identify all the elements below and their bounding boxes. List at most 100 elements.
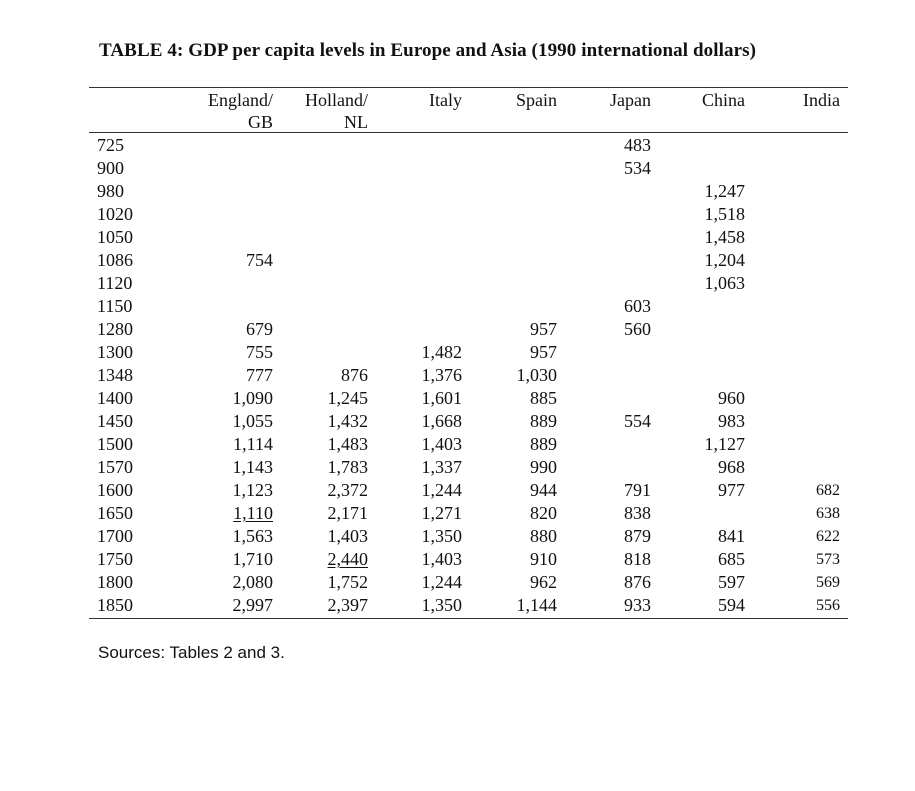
value-cell-china: 1,458	[704, 227, 746, 247]
year-cell: 1850	[97, 595, 133, 615]
value-cell-japan: 879	[624, 526, 651, 546]
table-row: 1086 754 1,204	[0, 249, 915, 272]
column-header-italy: Italy	[429, 89, 462, 111]
value-cell-india: 638	[816, 505, 840, 522]
value-cell-holland: 2,397	[327, 595, 369, 615]
year-cell: 1020	[97, 204, 133, 224]
bottom-rule	[89, 618, 848, 619]
value-cell-italy: 1,350	[421, 595, 463, 615]
value-cell-england: 1,090	[232, 388, 274, 408]
column-header-line2: NL	[344, 112, 368, 132]
year-cell: 1800	[97, 572, 133, 592]
table-row: 1050 1,458	[0, 226, 915, 249]
value-cell-japan: 554	[624, 411, 651, 431]
value-cell-japan: 818	[624, 549, 651, 569]
value-cell-italy: 1,244	[421, 480, 463, 500]
value-cell-spain: 990	[530, 457, 557, 477]
value-cell-china: 977	[718, 480, 745, 500]
value-cell-china: 1,518	[704, 204, 746, 224]
year-cell: 1570	[97, 457, 133, 477]
column-header-china: China	[702, 89, 745, 111]
value-cell-england: 1,055	[232, 411, 274, 431]
value-cell-england: 1,114	[233, 434, 273, 454]
table-row: 1400 1,090 1,245 1,601 885 960	[0, 387, 915, 410]
value-cell-england: 2,997	[232, 595, 274, 615]
value-cell-spain: 957	[530, 342, 557, 362]
value-cell-japan: 483	[624, 135, 651, 155]
value-cell-india: 622	[816, 528, 840, 545]
value-cell-japan: 560	[624, 319, 651, 339]
value-cell-china: 594	[718, 595, 745, 615]
year-cell: 1150	[97, 296, 133, 316]
year-cell: 1450	[97, 411, 133, 431]
value-cell-china: 1,247	[704, 181, 746, 201]
value-cell-holland: 876	[341, 365, 368, 385]
year-cell: 725	[97, 135, 124, 155]
table-row: 1500 1,114 1,483 1,403 889 1,127	[0, 433, 915, 456]
column-header-line1: Spain	[515, 90, 557, 110]
value-cell-italy: 1,403	[421, 549, 463, 569]
column-header-line1: Italy	[429, 90, 462, 110]
value-cell-italy: 1,668	[421, 411, 463, 431]
value-cell-japan: 534	[624, 158, 651, 178]
column-header-line1: Holland/	[305, 90, 368, 110]
column-header-line2: GB	[247, 112, 273, 132]
value-cell-italy: 1,601	[421, 388, 463, 408]
value-cell-italy: 1,244	[421, 572, 463, 592]
value-cell-japan: 876	[624, 572, 651, 592]
table-row: 1348 777 876 1,376 1,030	[0, 364, 915, 387]
table-title: TABLE 4: GDP per capita levels in Europe…	[99, 40, 757, 61]
table-row: 1700 1,563 1,403 1,350 880 879 841 622	[0, 525, 915, 548]
value-cell-england: 2,080	[232, 572, 274, 592]
table-row: 1650 1,110 2,171 1,271 820 838 638	[0, 502, 915, 525]
table-row: 1150 603	[0, 295, 915, 318]
table-row: 1020 1,518	[0, 203, 915, 226]
table-row: 1120 1,063	[0, 272, 915, 295]
value-cell-holland: 2,171	[327, 503, 369, 523]
table-row: 1570 1,143 1,783 1,337 990 968	[0, 456, 915, 479]
table-row: 1750 1,710 2,440 1,403 910 818 685 573	[0, 548, 915, 571]
table-row: 1600 1,123 2,372 1,244 944 791 977 682	[0, 479, 915, 502]
value-cell-india: 573	[816, 551, 840, 568]
value-cell-japan: 603	[624, 296, 651, 316]
value-cell-india: 682	[816, 482, 840, 499]
value-cell-italy: 1,376	[421, 365, 463, 385]
column-header-spain: Spain	[516, 89, 557, 111]
value-cell-spain: 1,030	[516, 365, 558, 385]
value-cell-spain: 820	[530, 503, 557, 523]
value-cell-holland: 2,440	[327, 549, 369, 569]
value-cell-italy: 1,337	[421, 457, 463, 477]
year-cell: 1086	[97, 250, 133, 270]
value-cell-england: 777	[246, 365, 273, 385]
table-row: 980 1,247	[0, 180, 915, 203]
value-cell-japan: 791	[624, 480, 651, 500]
value-cell-england: 1,563	[232, 526, 274, 546]
table-row: 1850 2,997 2,397 1,350 1,144 933 594 556	[0, 594, 915, 617]
value-cell-holland: 1,752	[327, 572, 369, 592]
value-cell-china: 983	[718, 411, 745, 431]
table-row: 1450 1,055 1,432 1,668 889 554 983	[0, 410, 915, 433]
value-cell-italy: 1,482	[421, 342, 463, 362]
value-cell-spain: 944	[530, 480, 557, 500]
value-cell-italy: 1,403	[421, 434, 463, 454]
table-row: 725 483	[0, 134, 915, 157]
column-header-holland: Holland/NL	[305, 89, 368, 133]
year-cell: 1700	[97, 526, 133, 546]
value-cell-italy: 1,271	[421, 503, 463, 523]
year-cell: 1280	[97, 319, 133, 339]
column-header-line1: India	[803, 90, 840, 110]
value-cell-spain: 962	[530, 572, 557, 592]
column-header-line1: Japan	[610, 90, 651, 110]
value-cell-england: 1,110	[233, 503, 273, 523]
value-cell-spain: 1,144	[516, 595, 558, 615]
year-cell: 1348	[97, 365, 133, 385]
value-cell-spain: 889	[530, 434, 557, 454]
value-cell-india: 556	[816, 597, 840, 614]
year-cell: 1650	[97, 503, 133, 523]
value-cell-india: 569	[816, 574, 840, 591]
value-cell-china: 685	[718, 549, 745, 569]
value-cell-holland: 2,372	[327, 480, 369, 500]
value-cell-holland: 1,432	[327, 411, 369, 431]
value-cell-england: 1,143	[232, 457, 274, 477]
value-cell-england: 679	[246, 319, 273, 339]
